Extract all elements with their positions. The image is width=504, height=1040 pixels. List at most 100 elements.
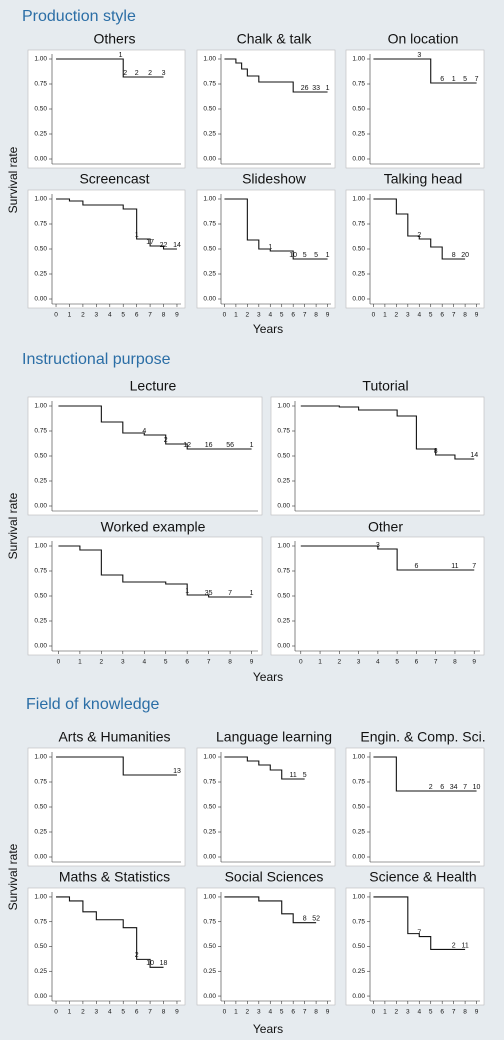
y-tick-label: 0.00 — [34, 993, 47, 1000]
x-tick-label: 3 — [95, 312, 99, 319]
survival-curve — [58, 545, 252, 598]
panel — [270, 536, 485, 656]
survival-curve — [56, 756, 177, 776]
censor-count: 10 — [289, 252, 297, 259]
survival-curve — [224, 198, 328, 260]
censor-count: 1 — [326, 85, 330, 92]
x-tick-label: 2 — [395, 312, 399, 319]
y-tick-label: 0.75 — [34, 221, 47, 228]
y-tick-label: 1.00 — [277, 403, 290, 410]
section-title: Instructional purpose — [22, 351, 171, 368]
y-tick-label: 0.25 — [203, 271, 216, 278]
x-tick-label: 2 — [81, 1009, 85, 1016]
y-axis-label: Survival rate — [6, 146, 20, 213]
panel-title: Talking head — [384, 171, 463, 187]
panel-title: Social Sciences — [225, 869, 324, 885]
censor-count: 10 — [146, 960, 154, 967]
x-tick-label: 1 — [318, 659, 322, 666]
x-tick-label: 9 — [175, 312, 179, 319]
censor-count: 3 — [417, 52, 421, 59]
y-tick-label: 0.50 — [352, 106, 365, 113]
censor-count: 10 — [473, 784, 481, 791]
censor-count: 1 — [250, 442, 254, 449]
y-tick-label: 0.25 — [34, 478, 47, 485]
panel-title: Arts & Humanities — [58, 729, 170, 745]
panel — [27, 396, 263, 516]
x-tick-label: 7 — [148, 312, 152, 319]
x-tick-label: 0 — [223, 1009, 227, 1016]
y-tick-label: 0.00 — [203, 993, 216, 1000]
censor-count: 6 — [414, 563, 418, 570]
x-tick-label: 8 — [463, 1009, 467, 1016]
y-tick-label: 0.25 — [203, 968, 216, 975]
y-tick-label: 0.00 — [352, 156, 365, 163]
x-tick-label: 3 — [121, 659, 125, 666]
x-tick-label: 5 — [121, 1009, 125, 1016]
censor-count: 14 — [173, 242, 181, 249]
censor-count: 22 — [160, 242, 168, 249]
x-tick-label: 8 — [453, 659, 457, 666]
survival-curve — [224, 896, 317, 924]
censor-count: 34 — [450, 784, 458, 791]
y-tick-label: 0.75 — [277, 568, 290, 575]
panel-title: Worked example — [101, 519, 206, 535]
panel-title: Lecture — [130, 378, 177, 394]
x-tick-label: 1 — [234, 1009, 238, 1016]
censor-count: 11 — [290, 772, 297, 779]
panel-title: Others — [93, 31, 135, 47]
x-tick-label: 7 — [207, 659, 211, 666]
panel — [196, 747, 336, 867]
survival-curve — [56, 896, 164, 968]
x-tick-label: 5 — [429, 1009, 433, 1016]
survival-curve — [373, 896, 466, 951]
x-tick-label: 2 — [338, 659, 342, 666]
y-tick-label: 1.00 — [352, 196, 365, 203]
censor-count: 8 — [434, 448, 438, 455]
censor-count: 56 — [226, 442, 234, 449]
censor-count: 6 — [440, 784, 444, 791]
censor-count: 20 — [461, 252, 469, 259]
y-tick-label: 0.00 — [277, 503, 290, 510]
y-tick-label: 0.25 — [34, 618, 47, 625]
x-axis-label: Years — [253, 1022, 283, 1036]
y-tick-label: 1.00 — [277, 543, 290, 550]
censor-count: 35 — [205, 590, 213, 597]
censor-count: 6 — [440, 76, 444, 83]
y-tick-label: 0.25 — [34, 271, 47, 278]
survival-curve — [58, 405, 252, 450]
panel — [27, 536, 263, 656]
x-tick-label: 0 — [54, 312, 58, 319]
censor-count: 2 — [417, 232, 421, 239]
y-tick-label: 0.25 — [352, 968, 365, 975]
x-tick-label: 2 — [246, 312, 250, 319]
y-tick-label: 0.50 — [352, 804, 365, 811]
x-tick-label: 7 — [148, 1009, 152, 1016]
x-tick-label: 4 — [268, 312, 272, 319]
y-tick-label: 0.75 — [34, 568, 47, 575]
y-tick-label: 0.00 — [352, 854, 365, 861]
x-tick-label: 0 — [54, 1009, 58, 1016]
y-tick-label: 0.00 — [34, 643, 47, 650]
y-tick-label: 1.00 — [352, 56, 365, 63]
y-tick-label: 0.25 — [34, 968, 47, 975]
y-tick-label: 0.00 — [352, 296, 365, 303]
x-tick-label: 3 — [406, 1009, 410, 1016]
survival-curve — [300, 405, 475, 460]
y-tick-label: 0.75 — [203, 779, 216, 786]
x-tick-label: 2 — [395, 1009, 399, 1016]
panel — [27, 189, 186, 309]
y-tick-label: 0.75 — [203, 221, 216, 228]
x-tick-label: 1 — [78, 659, 82, 666]
y-tick-label: 0.25 — [34, 829, 47, 836]
x-tick-label: 9 — [175, 1009, 179, 1016]
y-axis-label: Survival rate — [6, 843, 20, 910]
x-tick-label: 1 — [383, 1009, 387, 1016]
censor-count: 3 — [162, 70, 166, 77]
censor-count: 14 — [470, 452, 478, 459]
x-tick-label: 6 — [185, 659, 189, 666]
x-tick-label: 4 — [376, 659, 380, 666]
censor-count: 18 — [160, 960, 168, 967]
y-tick-label: 0.00 — [277, 643, 290, 650]
panel-title: Science & Health — [369, 869, 476, 885]
y-tick-label: 0.50 — [34, 804, 47, 811]
